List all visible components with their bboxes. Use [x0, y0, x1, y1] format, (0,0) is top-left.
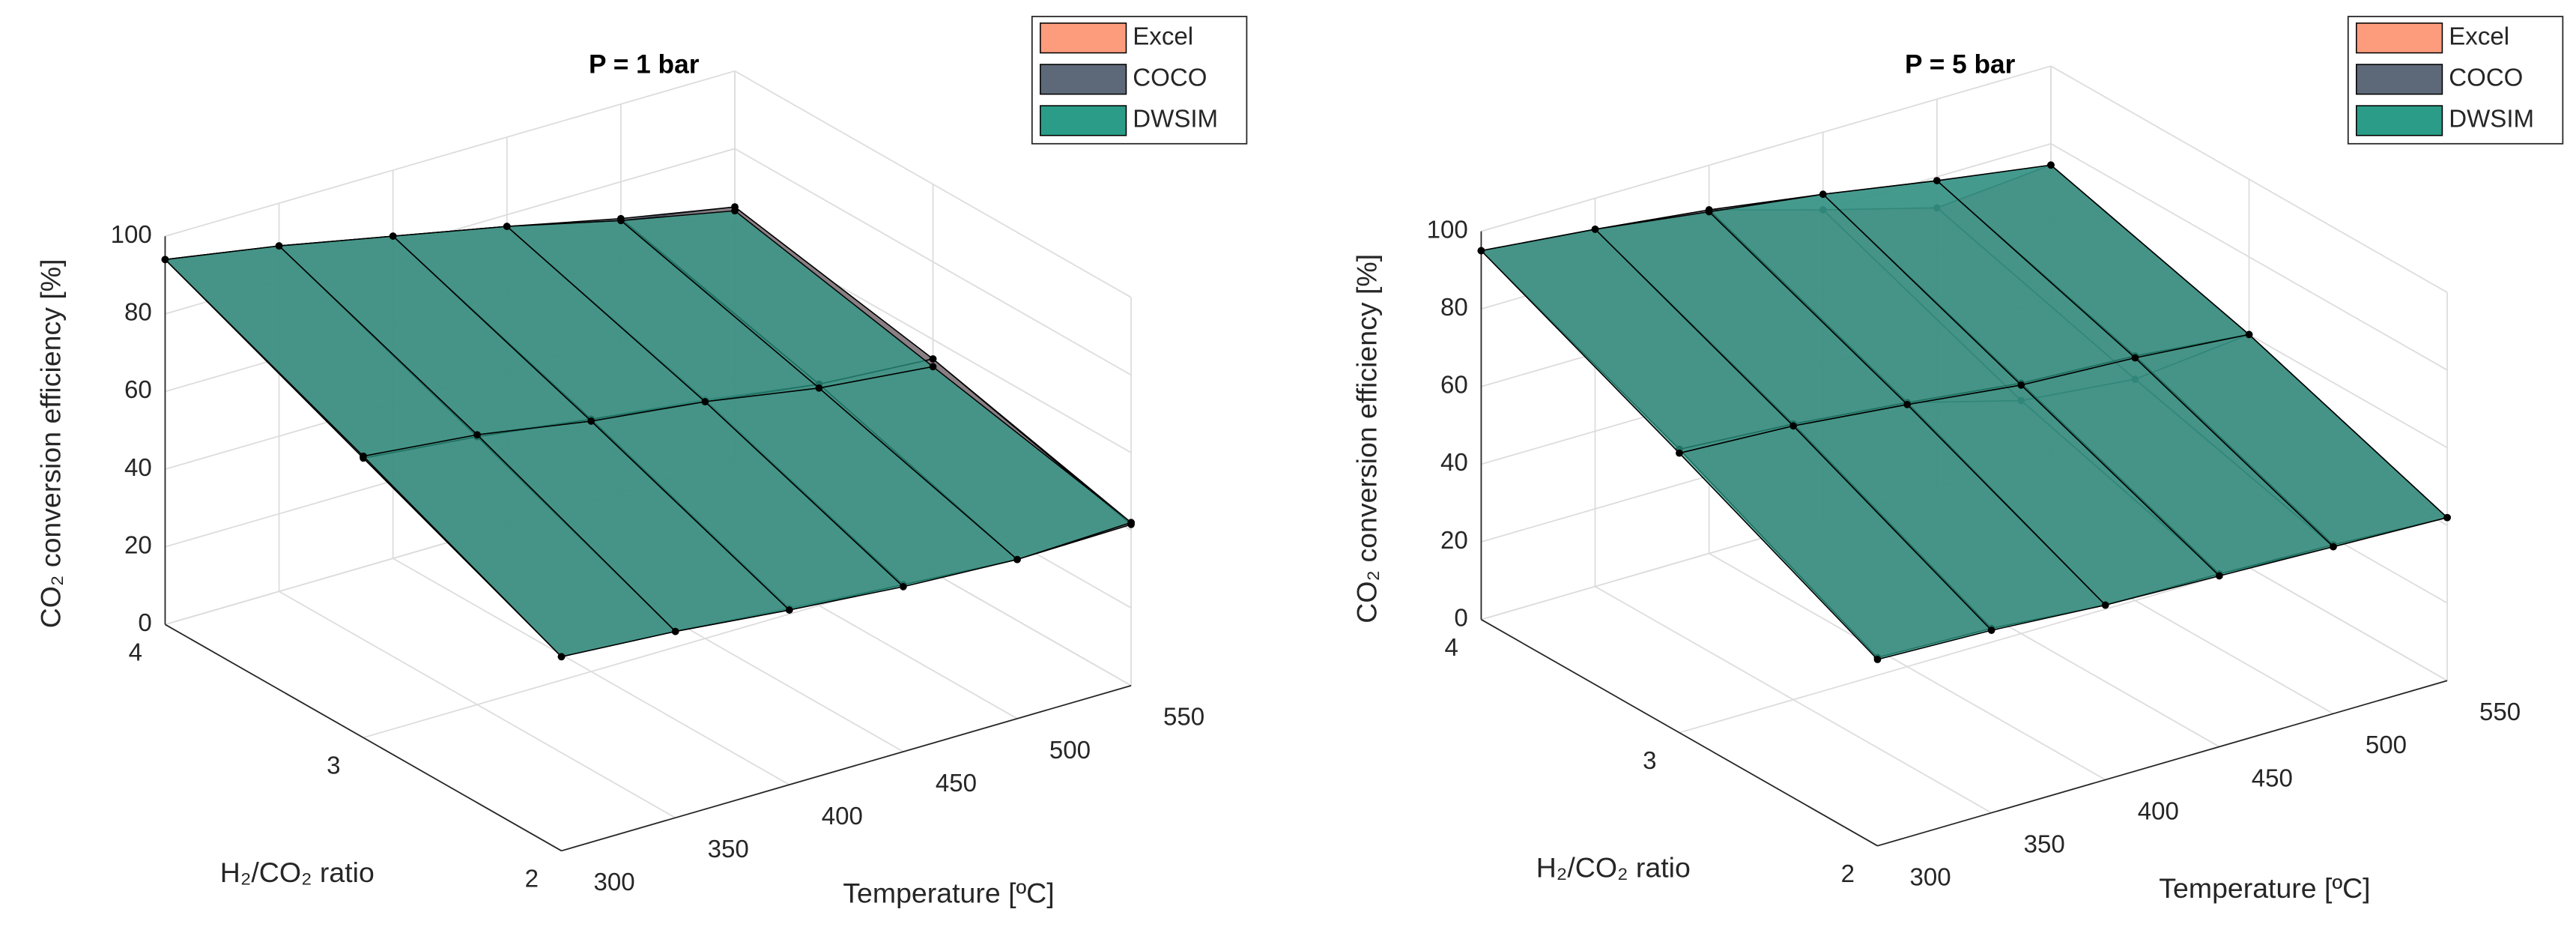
x-tick-label: 300 — [1909, 864, 1951, 892]
legend-label: DWSIM — [2449, 106, 2534, 133]
data-point — [1477, 247, 1485, 255]
data-point — [1819, 190, 1827, 199]
x-tick-label: 500 — [1049, 737, 1091, 764]
panel: 0 20 40 60 80 100 2 3 4 300 350 400 450 500 550 CO₂ con… — [34, 16, 1248, 909]
data-point — [2245, 330, 2253, 339]
data-point — [2443, 513, 2451, 522]
legend-swatch — [1040, 22, 1127, 54]
x-axis-label: Temperature [ºC] — [2159, 872, 2370, 904]
data-point — [2215, 572, 2223, 580]
data-point — [275, 242, 283, 250]
data-point — [503, 223, 511, 230]
chart-title: P = 1 bar — [589, 49, 700, 79]
z-tick-label: 100 — [111, 221, 152, 249]
z-tick-label: 60 — [1440, 372, 1468, 399]
z-tick-label: 40 — [1440, 449, 1468, 477]
data-point — [1127, 519, 1135, 527]
data-point — [2047, 161, 2055, 169]
legend-swatch — [1040, 105, 1127, 136]
y-tick-label: 2 — [525, 866, 539, 893]
z-tick-label: 40 — [124, 454, 152, 482]
z-tick-label: 0 — [138, 609, 151, 637]
x-tick-label: 300 — [593, 869, 634, 896]
y-axis-label: H₂/CO₂ ratio — [1536, 852, 1691, 884]
x-axis-label: Temperature [ºC] — [843, 878, 1054, 909]
x-axis — [1877, 680, 2448, 847]
y-axis-label: H₂/CO₂ ratio — [220, 857, 375, 888]
data-point — [785, 606, 793, 614]
x-tick-label: 550 — [1163, 704, 1204, 731]
x-tick-label: 450 — [936, 770, 977, 797]
data-point — [1705, 208, 1713, 216]
data-point — [389, 232, 397, 240]
y-tick-label: 3 — [327, 752, 340, 780]
data-point — [587, 417, 595, 425]
data-point — [1676, 449, 1683, 457]
legend-label: COCO — [2449, 64, 2523, 92]
y-axis — [1480, 618, 1878, 847]
data-point — [360, 452, 367, 460]
data-point — [1013, 555, 1021, 564]
data-point — [1933, 177, 1941, 184]
z-tick-label: 100 — [1427, 216, 1468, 244]
data-point — [900, 583, 907, 591]
x-axis — [561, 685, 1132, 852]
data-point — [557, 653, 566, 661]
chart-title: P = 5 bar — [1905, 49, 2016, 79]
grid-line — [1679, 567, 2249, 734]
x-tick-label: 350 — [708, 836, 749, 863]
z-axis-label: CO₂ conversion efficiency [%] — [34, 259, 66, 628]
data-point — [2017, 381, 2025, 389]
data-point — [161, 256, 169, 264]
data-point — [701, 398, 709, 405]
x-tick-label: 400 — [822, 803, 863, 830]
z-tick-label: 80 — [124, 299, 152, 327]
data-point — [2330, 543, 2337, 551]
data-point — [2101, 601, 2109, 609]
data-point — [815, 384, 823, 392]
z-tick-label: 20 — [1440, 527, 1468, 555]
y-tick-label: 4 — [1445, 634, 1458, 662]
data-point — [2131, 354, 2139, 362]
z-tick-label: 20 — [124, 531, 152, 559]
z-tick-label: 0 — [1454, 604, 1467, 632]
data-point — [1873, 656, 1882, 663]
x-tick-label: 350 — [2024, 830, 2065, 858]
data-point — [929, 355, 937, 363]
panel: 0 20 40 60 80 100 2 3 4 300 350 400 450 500 550 CO₂ con… — [1351, 16, 2564, 904]
grid-line — [1481, 65, 2052, 232]
legend-label: Excel — [1133, 22, 1193, 50]
z-axis-label: CO₂ conversion efficiency [%] — [1351, 254, 1382, 624]
data-point — [671, 627, 679, 635]
data-point — [1987, 627, 1995, 634]
data-point — [1789, 422, 1797, 430]
data-point — [617, 217, 625, 225]
data-point — [731, 207, 739, 215]
legend-swatch — [2356, 105, 2443, 136]
legend-label: DWSIM — [1133, 106, 1218, 133]
data-point — [929, 363, 937, 371]
legend-label: COCO — [1133, 64, 1207, 92]
data-point — [1591, 226, 1599, 233]
x-tick-label: 450 — [2252, 764, 2293, 792]
legend-label: Excel — [2449, 22, 2509, 50]
y-tick-label: 4 — [129, 639, 142, 667]
z-tick-label: 80 — [1440, 294, 1468, 321]
data-point — [473, 431, 481, 439]
y-axis — [165, 624, 562, 852]
y-tick-label: 2 — [1841, 860, 1855, 888]
data-point — [1903, 400, 1912, 408]
grid-line — [165, 70, 736, 238]
x-tick-label: 500 — [2366, 731, 2407, 759]
x-tick-label: 400 — [2138, 797, 2179, 825]
legend-swatch — [2356, 22, 2443, 54]
legend-swatch — [1040, 64, 1127, 95]
y-tick-label: 3 — [1643, 747, 1656, 775]
x-tick-label: 550 — [2479, 698, 2521, 726]
legend-swatch — [2356, 64, 2443, 95]
z-tick-label: 60 — [124, 376, 152, 404]
